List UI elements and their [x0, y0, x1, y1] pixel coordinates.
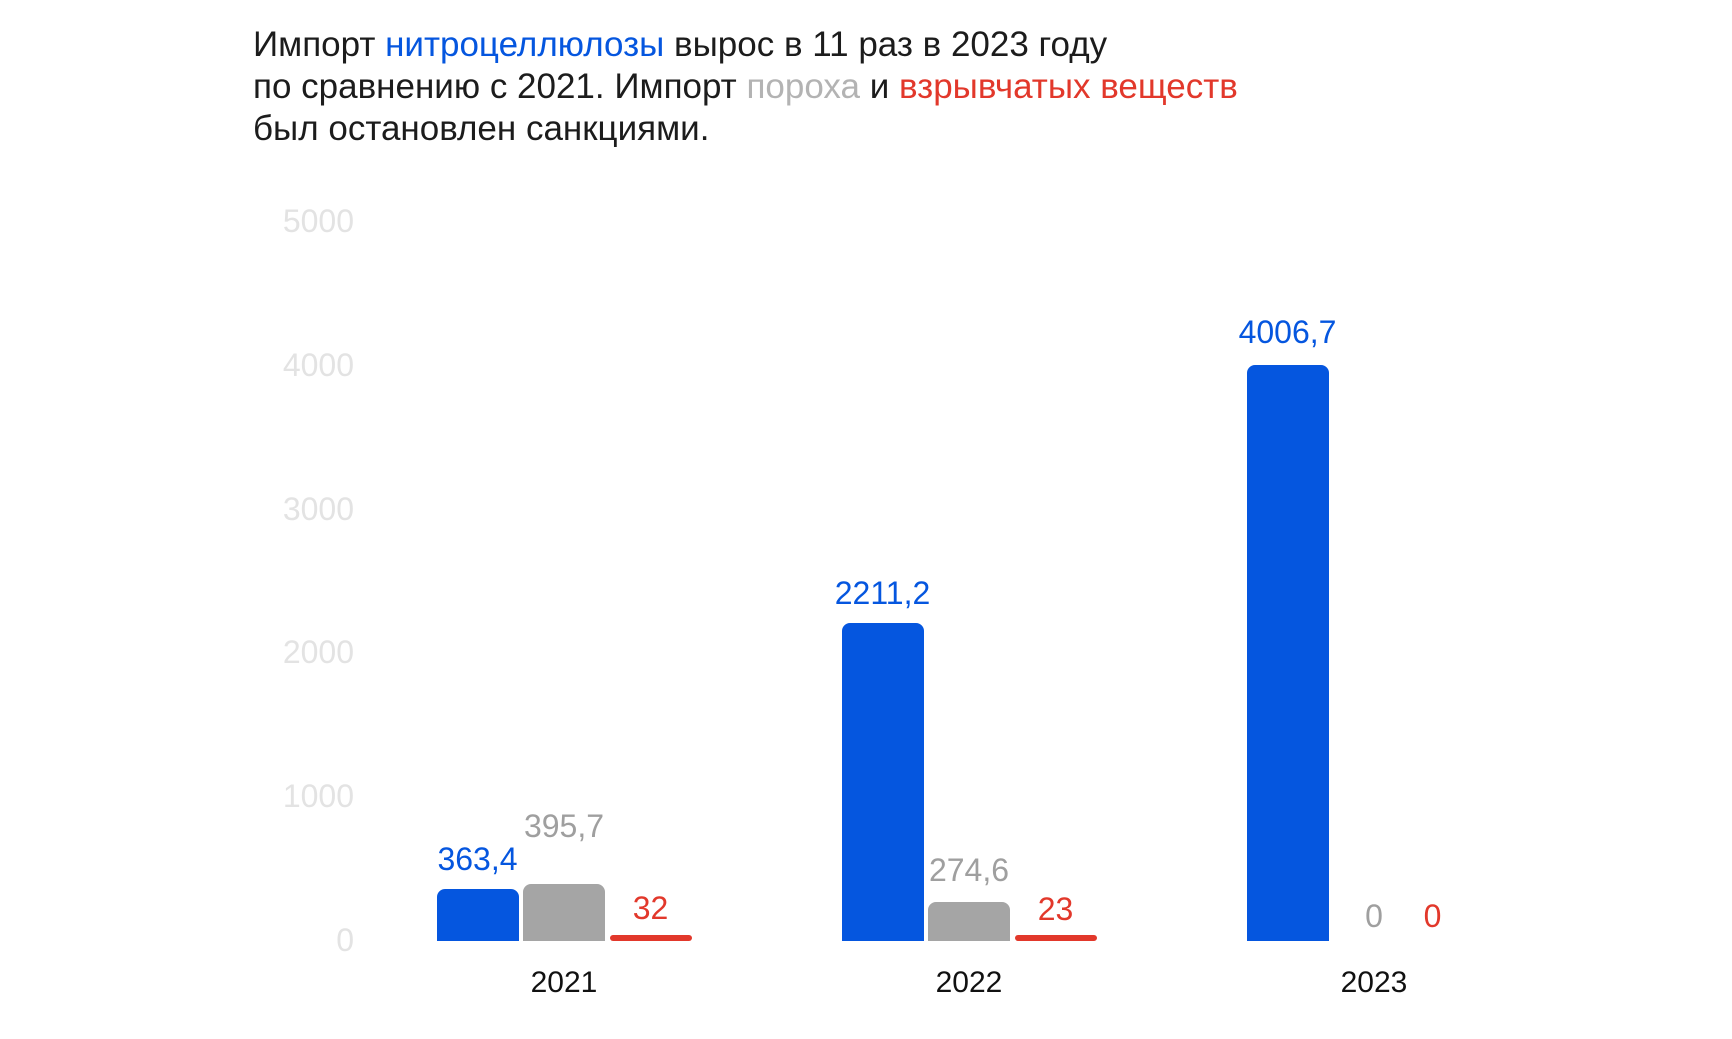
title-segment-powder: пороха — [746, 67, 860, 106]
value-label-red-2023: 0 — [1423, 898, 1442, 934]
x-axis-label-2023: 2023 — [1340, 966, 1408, 999]
bar-blue-2021 — [436, 888, 519, 941]
y-axis-tick-label: 0 — [336, 922, 354, 958]
title-line-3: был остановлен санкциями. — [253, 108, 1353, 150]
y-axis-tick-label: 4000 — [282, 346, 354, 383]
bar-blue-2023 — [1246, 364, 1329, 941]
bar-blue-2022 — [841, 623, 924, 941]
title-segment: по сравнению с 2021. Импорт — [253, 67, 747, 106]
value-label-blue-2023: 4006,7 — [1238, 313, 1337, 350]
x-axis-label-2021: 2021 — [530, 966, 598, 999]
title-segment-explosives: взрывчатых веществ — [898, 67, 1238, 106]
chart-title: Импорт нитроцеллюлозы вырос в 11 раз в 2… — [253, 24, 1353, 150]
y-axis-tick-label: 5000 — [282, 203, 354, 239]
title-segment: Импорт — [253, 25, 386, 64]
y-axis-tick-label: 1000 — [282, 778, 354, 815]
value-label-red-2021: 32 — [632, 890, 669, 926]
value-label-blue-2021: 363,4 — [437, 840, 518, 877]
bar-red-2021 — [609, 935, 692, 941]
x-axis-label-2022: 2022 — [935, 966, 1003, 999]
value-label-red-2022: 23 — [1037, 891, 1074, 927]
bar-gray-2021 — [523, 884, 605, 941]
value-label-gray-2022: 274,6 — [928, 851, 1010, 888]
y-axis-tick-label: 2000 — [282, 634, 354, 671]
title-segment-nitrocellulose: нитроцеллюлозы — [385, 25, 665, 64]
bar-red-2022 — [1014, 935, 1097, 941]
title-segment: и — [859, 67, 899, 106]
value-label-blue-2022: 2211,2 — [834, 575, 931, 612]
value-label-gray-2023: 0 — [1365, 898, 1383, 934]
title-line-1: Импорт нитроцеллюлозы вырос в 11 раз в 2… — [253, 24, 1353, 66]
title-segment: вырос в 11 раз в 2023 году — [664, 25, 1108, 64]
bar-gray-2022 — [928, 901, 1010, 941]
title-segment: был остановлен санкциями. — [253, 109, 710, 148]
title-line-2: по сравнению с 2021. Импорт пороха и взр… — [253, 66, 1353, 108]
value-label-gray-2021: 395,7 — [523, 808, 605, 845]
y-axis-tick-label: 3000 — [282, 490, 354, 527]
